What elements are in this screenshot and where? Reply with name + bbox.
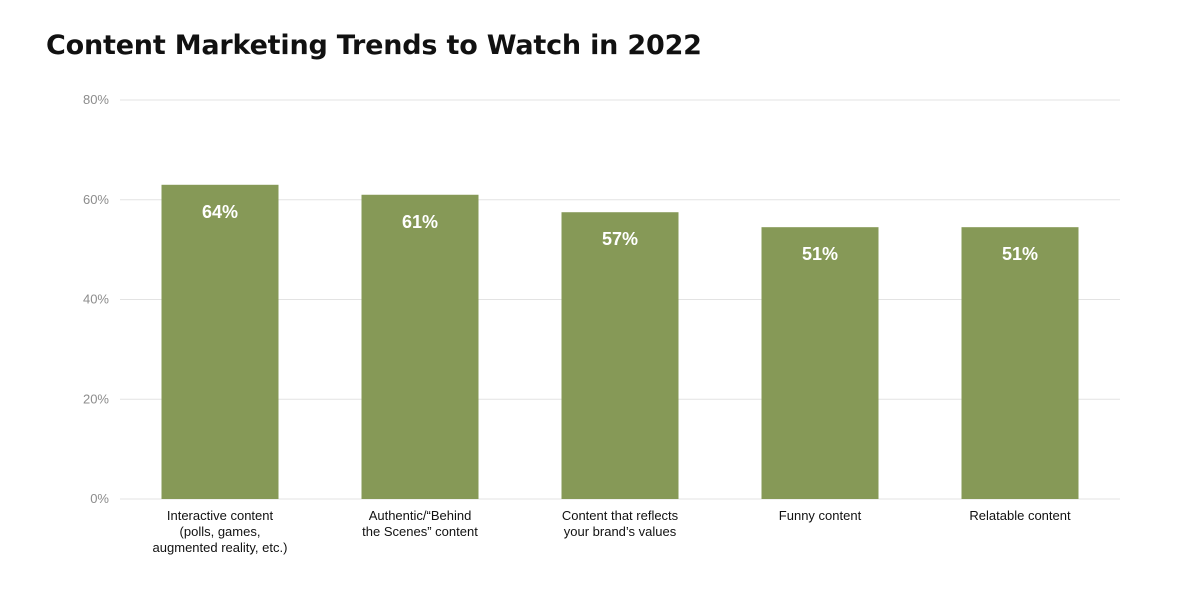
y-tick-label: 0% <box>90 491 109 506</box>
y-axis-ticks: 0% 20% 40% 60% 80% <box>83 92 109 506</box>
x-category-label: your brand’s values <box>564 524 677 539</box>
x-category-label: augmented reality, etc.) <box>153 540 288 555</box>
x-category-label: the Scenes” content <box>362 524 478 539</box>
x-category-label: Relatable content <box>969 508 1071 523</box>
y-tick-label: 20% <box>83 391 109 406</box>
x-category-label: (polls, games, <box>180 524 261 539</box>
bars <box>161 184 1079 499</box>
x-category-label: Funny content <box>779 508 862 523</box>
bar <box>161 184 279 499</box>
y-tick-label: 80% <box>83 92 109 107</box>
x-category-label: Authentic/“Behind <box>369 508 472 523</box>
bar-value-label: 51% <box>802 244 838 264</box>
y-tick-label: 60% <box>83 192 109 207</box>
bar <box>961 227 1079 499</box>
bar-value-label: 64% <box>202 202 238 222</box>
bar-value-label: 57% <box>602 229 638 249</box>
bar <box>561 212 679 499</box>
y-tick-label: 40% <box>83 292 109 307</box>
bar-value-labels: 64% 61% 57% 51% 51% <box>202 202 1038 264</box>
x-axis-categories: Interactive content(polls, games,augment… <box>153 508 1071 555</box>
chart-title: Content Marketing Trends to Watch in 202… <box>46 30 702 61</box>
bar <box>361 194 479 499</box>
x-category-label: Interactive content <box>167 508 274 523</box>
bar-value-label: 61% <box>402 212 438 232</box>
x-category-label: Content that reflects <box>562 508 679 523</box>
bar-value-label: 51% <box>1002 244 1038 264</box>
bar <box>761 227 879 499</box>
